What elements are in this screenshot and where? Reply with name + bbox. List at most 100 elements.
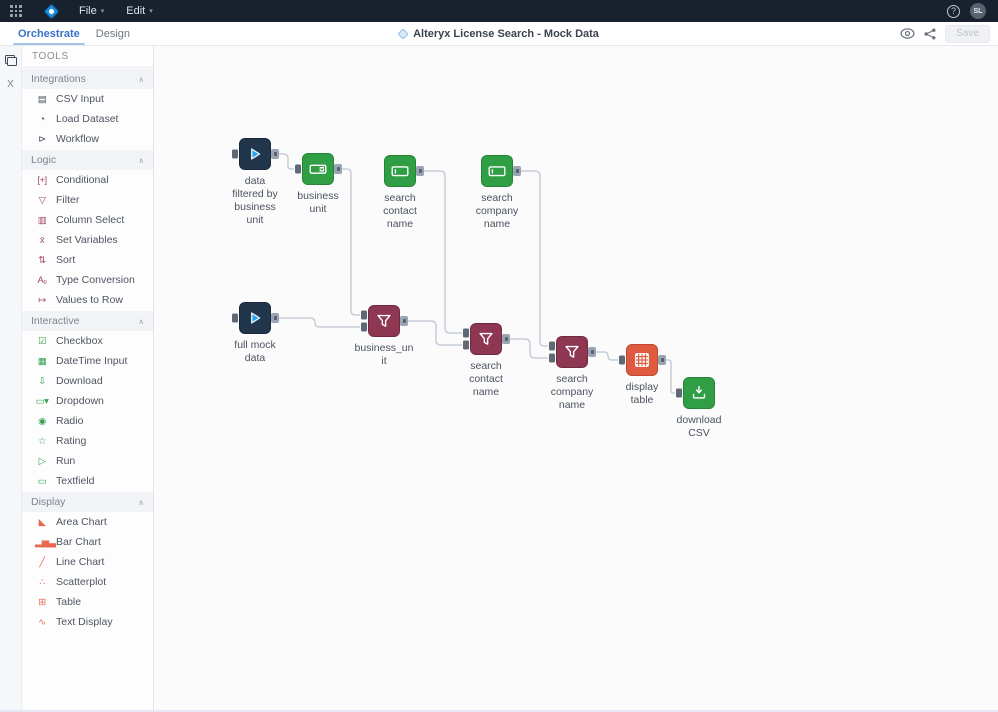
section-header-integrations[interactable]: Integrations ∧ bbox=[22, 69, 153, 89]
collapse-chevron-icon: ∧ bbox=[138, 155, 145, 165]
input-port[interactable] bbox=[232, 313, 238, 323]
file-menu[interactable]: File ▾ bbox=[79, 5, 104, 17]
flow-node-business-un-it-filter[interactable]: business_un it bbox=[355, 305, 413, 367]
output-port[interactable] bbox=[400, 316, 408, 326]
input-port[interactable] bbox=[232, 149, 238, 159]
tab-orchestrate[interactable]: Orchestrate bbox=[10, 22, 88, 45]
tool-item-datetime-input[interactable]: ▦ DateTime Input bbox=[22, 351, 153, 371]
chevron-down-icon: ▾ bbox=[100, 8, 105, 15]
tool-item-radio[interactable]: ◉ Radio bbox=[22, 411, 153, 431]
save-button[interactable]: Save bbox=[945, 24, 990, 43]
collapse-chevron-icon: ∧ bbox=[138, 497, 145, 507]
input-port[interactable] bbox=[295, 164, 301, 174]
tool-item-text-display[interactable]: ∿ Text Display bbox=[22, 612, 153, 632]
help-icon[interactable]: ? bbox=[947, 4, 960, 18]
alteryx-logo-icon[interactable] bbox=[43, 3, 60, 19]
output-port[interactable] bbox=[502, 334, 510, 344]
section-label: Interactive bbox=[31, 315, 80, 327]
flow-node-data-filtered-by-business-unit[interactable]: data filtered by business unit bbox=[232, 138, 279, 226]
tool-item-checkbox[interactable]: ☑ Checkbox bbox=[22, 331, 153, 351]
tool-item-label: Sort bbox=[56, 254, 76, 266]
section-label: Display bbox=[31, 496, 66, 508]
output-port[interactable] bbox=[271, 149, 279, 159]
tool-item-set-variables[interactable]: x̄ Set Variables bbox=[22, 230, 153, 250]
edit-menu[interactable]: Edit ▾ bbox=[126, 5, 152, 17]
document-title-text: Alteryx License Search - Mock Data bbox=[413, 27, 599, 40]
tool-item-conditional[interactable]: [+] Conditional bbox=[22, 170, 153, 190]
tool-item-filter[interactable]: ▽ Filter bbox=[22, 190, 153, 210]
canvas[interactable]: data filtered by business unit business u… bbox=[154, 46, 998, 710]
tool-item-download[interactable]: ⇩ Download bbox=[22, 371, 153, 391]
tool-item-rating[interactable]: ☆ Rating bbox=[22, 431, 153, 451]
tool-item-label: Area Chart bbox=[56, 516, 107, 528]
chevron-down-icon: ▾ bbox=[149, 8, 153, 15]
flow-node-display-table[interactable]: display table bbox=[619, 344, 666, 406]
collapse-chevron-icon: ∧ bbox=[138, 316, 145, 326]
input-port-bottom[interactable] bbox=[549, 353, 555, 363]
values-to-row-icon: ↦ bbox=[38, 294, 46, 306]
file-menu-label: File bbox=[79, 5, 97, 17]
tool-item-workflow[interactable]: ⊳ Workflow bbox=[22, 129, 153, 149]
input-port[interactable] bbox=[619, 355, 625, 365]
input-port-top[interactable] bbox=[463, 328, 469, 338]
radio-icon: ◉ bbox=[38, 415, 46, 427]
run-icon: ▷ bbox=[38, 455, 46, 467]
output-port[interactable] bbox=[334, 164, 342, 174]
tool-item-type-conversion[interactable]: A₉ Type Conversion bbox=[22, 270, 153, 290]
tool-item-label: Table bbox=[56, 596, 82, 608]
left-rail: X bbox=[0, 46, 22, 710]
tool-item-load-dataset[interactable]: ◔ Load Dataset bbox=[22, 109, 153, 129]
set-variables-icon: x̄ bbox=[39, 234, 45, 246]
input-port-bottom[interactable] bbox=[361, 322, 367, 332]
bar-chart-icon: ▂▅▃ bbox=[35, 536, 56, 548]
flow-node-search-company-name-filter[interactable]: search company name bbox=[549, 336, 596, 411]
section-header-display[interactable]: Display ∧ bbox=[22, 492, 153, 512]
tool-item-dropdown[interactable]: ▭▾ Dropdown bbox=[22, 391, 153, 411]
flow-node-full-mock-data[interactable]: full mock data bbox=[232, 302, 279, 364]
flow-node-search-contact-name-filter[interactable]: search contact name bbox=[463, 323, 510, 398]
tool-item-textfield[interactable]: ▭ Textfield bbox=[22, 471, 153, 491]
tool-item-line-chart[interactable]: ╱ Line Chart bbox=[22, 552, 153, 572]
tool-item-scatterplot[interactable]: ∴ Scatterplot bbox=[22, 572, 153, 592]
tool-item-column-select[interactable]: ▥ Column Select bbox=[22, 210, 153, 230]
tool-item-label: Checkbox bbox=[56, 335, 103, 347]
input-port-top[interactable] bbox=[549, 341, 555, 351]
output-port[interactable] bbox=[271, 313, 279, 323]
output-port[interactable] bbox=[588, 347, 596, 357]
preview-eye-icon[interactable] bbox=[900, 28, 915, 39]
output-port[interactable] bbox=[658, 355, 666, 365]
flow-node-business-unit[interactable]: business unit bbox=[295, 153, 342, 215]
flow-node-search-company-name-input[interactable]: search company name bbox=[476, 155, 521, 230]
section-header-logic[interactable]: Logic ∧ bbox=[22, 150, 153, 170]
flow-node-download-csv[interactable]: download CSV bbox=[676, 377, 721, 439]
flow-node-search-contact-name-input[interactable]: search contact name bbox=[383, 155, 424, 230]
output-port[interactable] bbox=[513, 166, 521, 176]
tab-design[interactable]: Design bbox=[95, 27, 131, 40]
section-label: Logic bbox=[31, 154, 57, 166]
input-port-bottom[interactable] bbox=[463, 340, 469, 350]
tool-item-run[interactable]: ▷ Run bbox=[22, 451, 153, 471]
tool-item-label: CSV Input bbox=[56, 93, 104, 105]
app-launcher-icon[interactable] bbox=[10, 5, 22, 17]
input-port-top[interactable] bbox=[361, 310, 367, 320]
download-icon: ⇩ bbox=[38, 375, 46, 387]
output-port[interactable] bbox=[416, 166, 424, 176]
plan-icon bbox=[397, 27, 409, 40]
tool-item-csv-input[interactable]: ▤ CSV Input bbox=[22, 89, 153, 109]
section-header-interactive[interactable]: Interactive ∧ bbox=[22, 311, 153, 331]
tab-bar: Orchestrate Design Alteryx License Searc… bbox=[0, 22, 998, 46]
tool-item-area-chart[interactable]: ◣ Area Chart bbox=[22, 512, 153, 532]
share-icon[interactable] bbox=[924, 28, 936, 40]
tool-item-values-to-row[interactable]: ↦ Values to Row bbox=[22, 290, 153, 310]
tools-panel-icon[interactable] bbox=[4, 55, 17, 66]
avatar[interactable]: SL bbox=[970, 3, 986, 19]
conditional-icon: [+] bbox=[37, 174, 47, 186]
tool-item-sort[interactable]: ⇅ Sort bbox=[22, 250, 153, 270]
tool-item-table[interactable]: ⊞ Table bbox=[22, 592, 153, 612]
input-port[interactable] bbox=[676, 388, 682, 398]
tool-item-label: Rating bbox=[56, 435, 87, 447]
tool-item-bar-chart[interactable]: ▂▅▃ Bar Chart bbox=[22, 532, 153, 552]
tool-item-label: Download bbox=[56, 375, 103, 387]
variables-icon[interactable]: X bbox=[7, 79, 14, 90]
